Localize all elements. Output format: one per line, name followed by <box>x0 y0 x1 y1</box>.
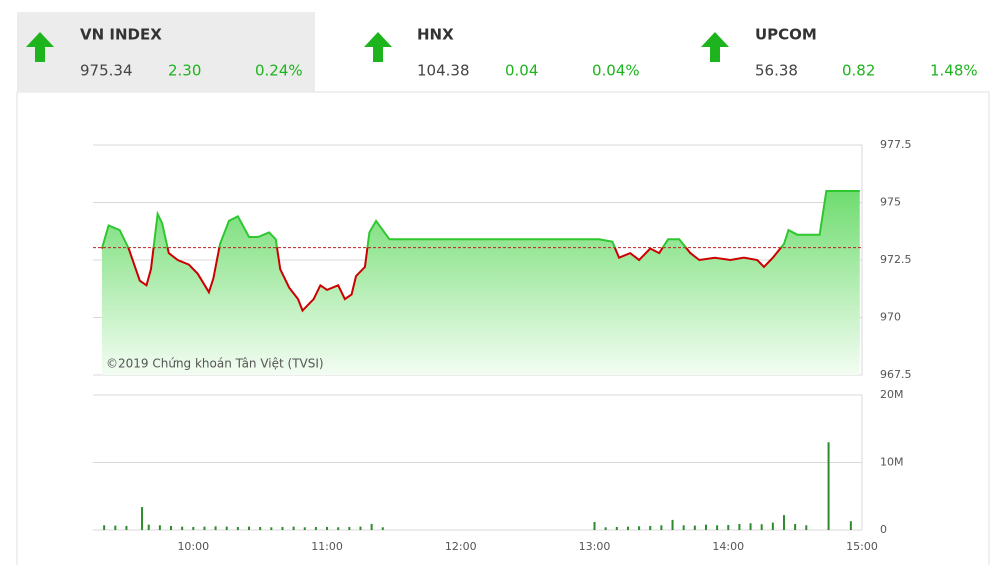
volume-bar <box>660 525 663 530</box>
volume-bar <box>248 526 251 530</box>
y-tick-label: 977.5 <box>880 138 912 151</box>
up-arrow <box>364 32 392 62</box>
index-tile[interactable]: UPCOM 56.38 0.82 1.48% <box>701 26 978 80</box>
y-tick-label: 967.5 <box>880 368 912 381</box>
volume-bar <box>794 523 797 530</box>
index-tile-active[interactable] <box>17 12 315 92</box>
volume-bar <box>827 442 830 530</box>
volume-bar <box>314 526 317 530</box>
volume-bar <box>771 522 774 530</box>
price-line <box>100 190 860 313</box>
volume-bar <box>704 524 707 530</box>
volume-bar <box>348 526 351 530</box>
volume-bar <box>849 521 852 530</box>
volume-bar <box>738 523 741 530</box>
volume-bar <box>192 526 195 530</box>
index-tile[interactable]: VN INDEX 975.34 2.30 0.24% <box>26 26 303 80</box>
y-tick-label: 975 <box>880 196 901 209</box>
plot: 967.5 970 972.5 975 977.5 0 10M 20M 10:00 11:00 12… <box>93 138 912 553</box>
index-percent: 0.24% <box>255 62 303 80</box>
volume-bar <box>337 527 340 530</box>
y-tick-label: 970 <box>880 311 901 324</box>
index-name: HNX <box>417 26 454 44</box>
volume-bar <box>760 524 763 530</box>
index-change: 0.82 <box>842 62 875 80</box>
volume-bar <box>225 526 228 530</box>
index-value: 56.38 <box>755 62 798 80</box>
volume-bar <box>716 525 719 530</box>
volume-bar <box>114 525 117 530</box>
x-tick-label: 13:00 <box>579 540 611 553</box>
x-tick-label: 12:00 <box>445 540 477 553</box>
volume-bar <box>326 526 329 530</box>
x-tick-label: 10:00 <box>177 540 209 553</box>
volume-bar <box>370 523 373 530</box>
volume-bar <box>359 526 362 530</box>
index-value: 975.34 <box>80 62 133 80</box>
volume-bar <box>125 525 128 530</box>
volume-bar <box>103 525 106 530</box>
volume-bar <box>805 525 808 530</box>
volume-bar <box>270 527 273 530</box>
x-tick-label: 15:00 <box>846 540 878 553</box>
volume-bar <box>141 507 144 530</box>
volume-bar <box>682 525 685 530</box>
volume-bar <box>593 521 596 530</box>
y-tick-label: 20M <box>880 388 904 401</box>
index-name: VN INDEX <box>80 26 162 44</box>
volume-bar <box>259 526 262 530</box>
index-change: 2.30 <box>168 62 201 80</box>
volume-bar <box>604 527 607 530</box>
volume-bar <box>671 519 674 530</box>
y-tick-label: 10M <box>880 456 904 469</box>
volume-bar <box>727 524 730 530</box>
volume-bar <box>170 525 173 530</box>
up-arrow <box>701 32 729 62</box>
y-tick-label: 0 <box>880 523 887 536</box>
price-area <box>101 191 860 375</box>
index-percent: 0.04% <box>592 62 640 80</box>
up-arrow <box>26 32 54 62</box>
volume-bar <box>749 523 752 530</box>
x-tick-label: 14:00 <box>712 540 744 553</box>
index-change: 0.04 <box>505 62 538 80</box>
volume-bar <box>649 525 652 530</box>
index-tile[interactable]: HNX 104.38 0.04 0.04% <box>364 26 640 80</box>
y-tick-label: 972.5 <box>880 253 912 266</box>
index-name: UPCOM <box>755 26 817 44</box>
volume-bar <box>214 526 217 530</box>
volume-bar <box>626 526 629 530</box>
volume-bar <box>147 524 150 530</box>
index-percent: 1.48% <box>930 62 978 80</box>
volume-bar <box>638 526 641 530</box>
volume-bar <box>303 527 306 530</box>
index-value: 104.38 <box>417 62 470 80</box>
volume-bar <box>292 526 295 530</box>
volume-bar <box>693 525 696 530</box>
volume-bar <box>281 526 284 530</box>
volume-bar <box>158 525 161 530</box>
volume-bar <box>782 515 785 530</box>
volume-bar <box>236 526 239 530</box>
volume-bar <box>615 526 618 530</box>
volume-bar <box>181 526 184 530</box>
volume-bar <box>381 527 384 530</box>
x-tick-label: 11:00 <box>311 540 343 553</box>
volume-bar <box>203 526 206 530</box>
watermark: ©2019 Chứng khoán Tân Việt (TVSI) <box>106 357 324 371</box>
